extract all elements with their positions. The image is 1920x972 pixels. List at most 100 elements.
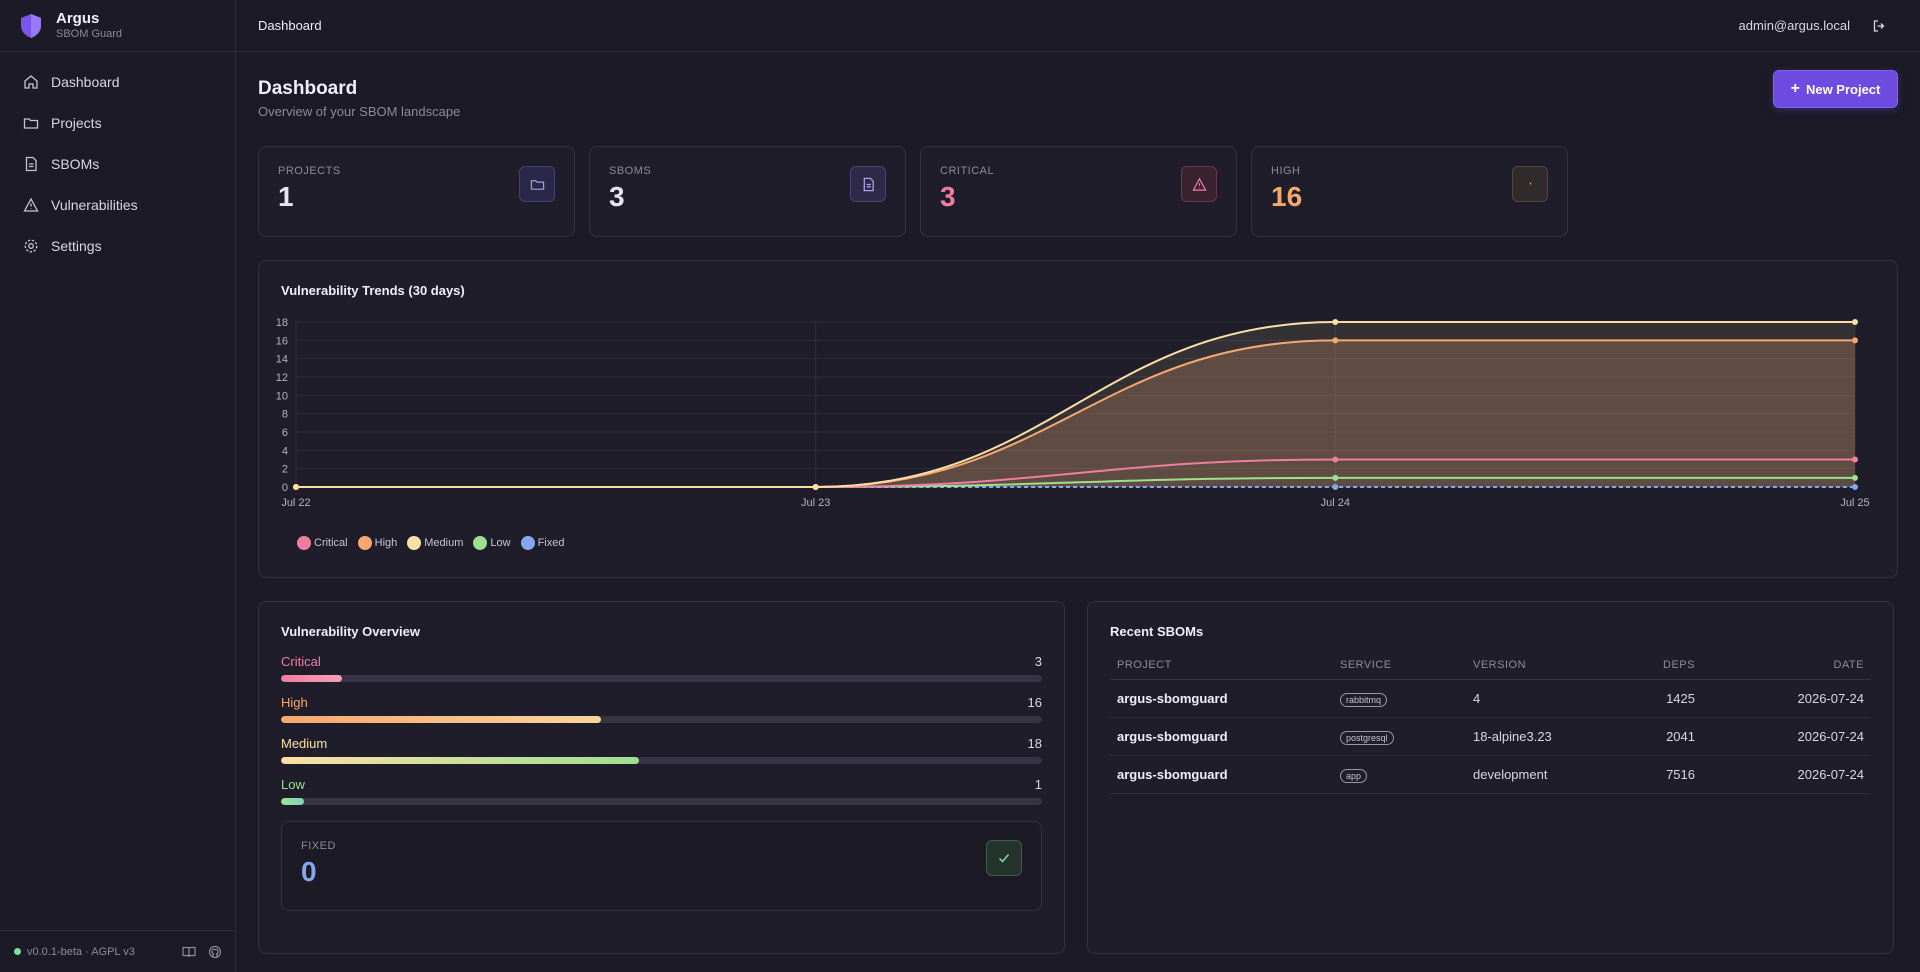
data-point xyxy=(812,484,819,490)
project-cell[interactable]: argus-sbomguard xyxy=(1110,717,1333,756)
sidebar-item-sboms[interactable]: SBOMs xyxy=(0,143,235,184)
page-subtitle: Overview of your SBOM landscape xyxy=(258,104,461,119)
new-project-label: New Project xyxy=(1805,81,1881,97)
legend-label: Critical xyxy=(314,537,348,549)
logout-icon[interactable] xyxy=(1872,19,1886,33)
trend-title: Vulnerability Trends (30 days) xyxy=(281,283,465,298)
x-tick-label: Jul 25 xyxy=(1840,497,1869,509)
stat-card-critical[interactable]: CRITICAL 3 xyxy=(920,146,1237,237)
stat-card-projects[interactable]: PROJECTS 1 xyxy=(258,146,575,237)
stat-value: 1 xyxy=(278,181,294,212)
legend-item-medium[interactable]: Medium xyxy=(407,536,463,550)
main-area: Dashboard admin@argus.local Dashboard Ov… xyxy=(236,0,1920,972)
y-tick-label: 0 xyxy=(282,482,288,494)
brand[interactable]: Argus SBOM Guard xyxy=(0,0,235,52)
fixed-box: FIXED 0 xyxy=(281,821,1042,911)
sidebar-item-dashboard[interactable]: Dashboard xyxy=(0,61,235,102)
column-header: VERSION xyxy=(1466,659,1620,680)
legend-swatch xyxy=(407,536,422,550)
plus-icon: + xyxy=(1790,80,1800,97)
sidebar-item-label: Vulnerabilities xyxy=(51,196,138,213)
sidebar-item-settings[interactable]: Settings xyxy=(0,225,235,266)
deps-cell: 1425 xyxy=(1620,679,1702,718)
book-icon[interactable] xyxy=(182,945,196,959)
stat-card-sboms[interactable]: SBOMS 3 xyxy=(589,146,906,237)
severity-label: Critical xyxy=(281,654,321,669)
table-row[interactable]: argus-sbomguard rabbitmq 4 1425 2026-07-… xyxy=(1110,679,1871,718)
new-project-button[interactable]: + New Project xyxy=(1773,70,1898,108)
stat-label: PROJECTS xyxy=(278,165,341,177)
data-point xyxy=(1852,319,1858,325)
x-tick-label: Jul 22 xyxy=(281,497,310,509)
stat-card-high[interactable]: HIGH 16 xyxy=(1251,146,1568,237)
version-cell: development xyxy=(1466,755,1620,794)
bar-track xyxy=(281,675,1042,682)
brand-subtitle: SBOM Guard xyxy=(56,28,123,40)
service-badge: rabbitmq xyxy=(1340,692,1388,707)
bar-fill xyxy=(281,675,342,682)
date-cell: 2026-07-24 xyxy=(1702,679,1871,718)
severity-label: Low xyxy=(281,777,305,792)
folder-icon xyxy=(23,117,39,129)
home-icon xyxy=(24,74,38,89)
overview-title: Vulnerability Overview xyxy=(281,624,420,639)
deps-cell: 2041 xyxy=(1620,717,1702,756)
page-title: Dashboard xyxy=(258,78,358,99)
data-point xyxy=(1332,319,1339,325)
alert-triangle-icon xyxy=(23,197,39,212)
service-badge: postgresql xyxy=(1340,730,1394,745)
version-cell: 4 xyxy=(1466,679,1620,718)
date-cell: 2026-07-24 xyxy=(1702,755,1871,794)
topbar: Dashboard admin@argus.local xyxy=(236,0,1920,52)
data-point xyxy=(1852,337,1858,344)
bar-fill xyxy=(281,716,601,723)
bar-track xyxy=(281,757,1042,764)
y-tick-label: 2 xyxy=(282,464,288,476)
bar-fill xyxy=(281,798,304,805)
bar-fill xyxy=(281,757,639,764)
stat-label: HIGH xyxy=(1271,165,1301,177)
project-cell[interactable]: argus-sbomguard xyxy=(1110,679,1333,718)
x-tick-label: Jul 23 xyxy=(801,497,830,509)
trend-card: Vulnerability Trends (30 days) 0 2 4 6 8 10 12… xyxy=(258,260,1898,578)
sidebar: Argus SBOM Guard Dashboard Projects SBOM… xyxy=(0,0,236,972)
stats-row: PROJECTS 1 SBOMS 3 CRITICAL 3 xyxy=(258,146,1898,237)
table-row[interactable]: argus-sbomguard app development 7516 202… xyxy=(1110,755,1871,794)
sidebar-item-projects[interactable]: Projects xyxy=(0,102,235,143)
severity-bar-medium: Medium 18 xyxy=(281,736,1042,764)
legend-swatch xyxy=(297,536,311,550)
table-row[interactable]: argus-sbomguard postgresql 18-alpine3.23… xyxy=(1110,717,1871,756)
stat-value: 3 xyxy=(609,181,625,212)
project-cell[interactable]: argus-sbomguard xyxy=(1110,755,1333,794)
legend-label: Low xyxy=(490,537,511,549)
date-cell: 2026-07-24 xyxy=(1702,717,1871,756)
y-tick-label: 10 xyxy=(276,390,288,402)
severity-label: Medium xyxy=(281,736,328,751)
legend-item-fixed[interactable]: Fixed xyxy=(520,536,565,550)
data-point xyxy=(1852,474,1858,481)
fixed-label: FIXED xyxy=(301,840,336,852)
data-point xyxy=(1332,456,1339,463)
shield-logo-icon xyxy=(21,13,41,38)
sidebar-item-label: Dashboard xyxy=(51,73,120,90)
user-email[interactable]: admin@argus.local xyxy=(1738,18,1850,33)
file-icon xyxy=(850,166,886,202)
service-cell: rabbitmq xyxy=(1333,679,1466,718)
recent-title: Recent SBOMs xyxy=(1110,624,1204,639)
service-badge: app xyxy=(1340,768,1368,783)
sidebar-item-vulnerabilities[interactable]: Vulnerabilities xyxy=(0,184,235,225)
recent-sboms-card: Recent SBOMs PROJECT SERVICE VERSION DEP… xyxy=(1087,601,1894,954)
legend-item-low[interactable]: Low xyxy=(473,536,511,550)
legend-item-high[interactable]: High xyxy=(357,536,397,550)
severity-count: 18 xyxy=(1027,736,1042,751)
table-header-row: PROJECT SERVICE VERSION DEPS DATE xyxy=(1110,659,1871,680)
y-tick-label: 12 xyxy=(276,372,288,384)
github-icon[interactable] xyxy=(208,945,222,959)
legend-swatch xyxy=(520,536,535,550)
data-point xyxy=(1852,484,1858,490)
overview-card: Vulnerability Overview Critical 3 High 16 Me… xyxy=(258,601,1065,954)
legend-label: Fixed xyxy=(537,537,565,549)
status-dot xyxy=(14,948,21,955)
legend-item-critical[interactable]: Critical xyxy=(297,536,348,550)
chart-legend: Critical High Medium Low Fixed xyxy=(297,536,564,550)
